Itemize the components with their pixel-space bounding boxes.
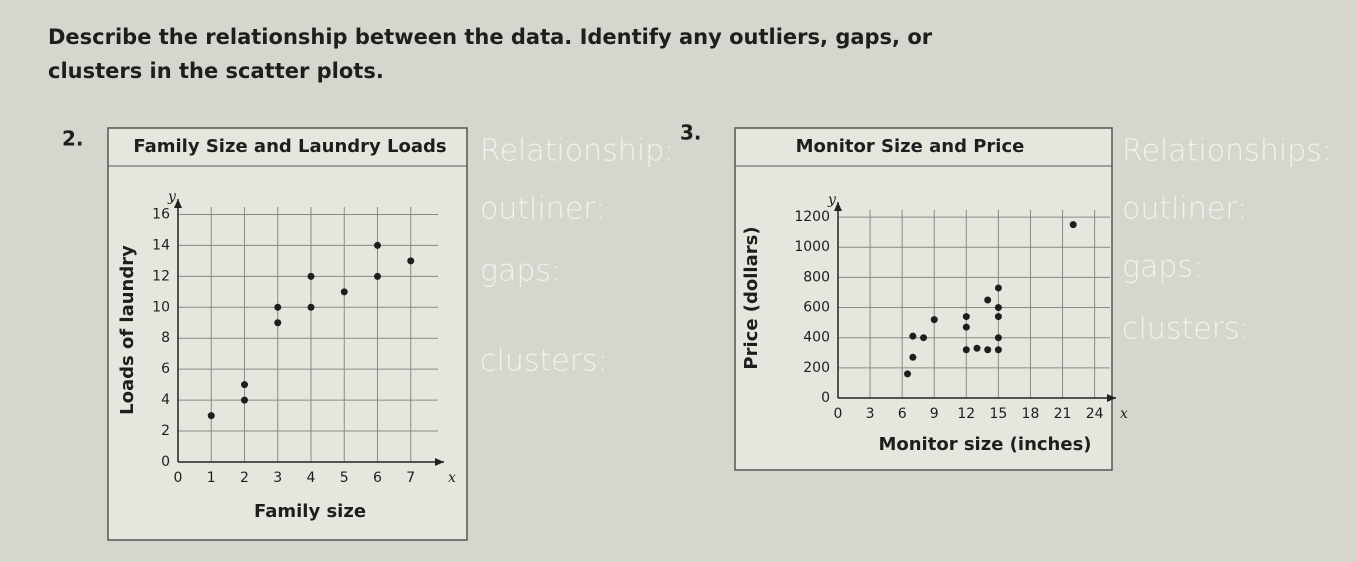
y-arrow (834, 202, 842, 211)
point (994, 346, 1002, 354)
point (904, 370, 911, 378)
problem-number: 3. (680, 121, 702, 145)
chart-title: Family Size and Laundry Loads (133, 136, 446, 157)
y-tick-label: 0 (821, 390, 830, 406)
point (374, 272, 381, 280)
handwritten-note: gaps: (480, 254, 561, 289)
x-tick-label: 9 (930, 406, 939, 422)
x-tick-label: 6 (373, 470, 382, 486)
handwritten-note: outliner: (480, 192, 605, 227)
x-tick-label: 0 (174, 470, 183, 486)
point (374, 241, 381, 249)
handwritten-note: clusters: (480, 344, 608, 379)
x-tick-label: 15 (989, 406, 1007, 422)
y-symbol: y (827, 192, 837, 208)
y-tick-label: 14 (152, 237, 170, 253)
point (909, 332, 917, 340)
y-tick-label: 4 (161, 392, 170, 408)
chart-frame (734, 127, 1113, 471)
y-tick-label: 10 (152, 299, 170, 315)
instructions: clusters in the scatter plots. (48, 59, 384, 83)
x-symbol: x (448, 470, 456, 486)
point (274, 319, 282, 327)
x-tick-label: 3 (273, 470, 282, 486)
point (909, 353, 917, 361)
chart-frame (107, 127, 468, 541)
x-tick-label: 4 (307, 470, 316, 486)
handwritten-note: Relationship: (480, 134, 674, 169)
y-tick-label: 200 (803, 360, 830, 376)
x-tick-label: 2 (240, 470, 249, 486)
handwritten-note: gaps: (1122, 250, 1203, 285)
x-tick-label: 24 (1086, 406, 1104, 422)
x-tick-label: 18 (1022, 406, 1040, 422)
point (307, 303, 315, 311)
x-tick-label: 6 (898, 406, 907, 422)
x-arrow (435, 458, 444, 466)
point (994, 304, 1002, 312)
y-tick-label: 600 (803, 300, 830, 316)
y-tick-label: 800 (803, 269, 830, 285)
y-tick-label: 12 (152, 268, 170, 284)
point (1069, 221, 1077, 229)
point (994, 334, 1002, 342)
point (274, 303, 282, 311)
point (984, 346, 992, 354)
y-axis-label: Loads of laundry (117, 245, 138, 415)
point (962, 323, 970, 331)
point (241, 381, 248, 389)
x-axis-label: Family size (254, 501, 366, 522)
handwritten-note: outliner: (1122, 192, 1247, 227)
y-tick-label: 6 (161, 361, 170, 377)
point (994, 284, 1002, 292)
x-tick-label: 21 (1054, 406, 1072, 422)
handwritten-note: clusters: (1122, 312, 1250, 347)
x-symbol: x (1120, 406, 1128, 422)
x-tick-label: 7 (406, 470, 415, 486)
chart-title: Monitor Size and Price (796, 136, 1025, 157)
point (241, 396, 248, 404)
x-tick-label: 0 (834, 406, 843, 422)
point (973, 344, 981, 352)
x-arrow (1107, 394, 1116, 402)
y-tick-label: 2 (161, 423, 170, 439)
x-tick-label: 5 (340, 470, 349, 486)
instructions: Describe the relationship between the da… (48, 25, 933, 49)
point (207, 412, 215, 420)
handwritten-note: Relationships: (1122, 134, 1332, 169)
y-arrow (174, 199, 182, 208)
point (930, 316, 938, 324)
x-tick-label: 1 (207, 470, 216, 486)
problem-number: 2. (62, 127, 84, 151)
point (307, 272, 315, 280)
y-symbol: y (167, 189, 177, 205)
y-tick-label: 0 (161, 454, 170, 470)
instructions-line: Describe the relationship between the da… (48, 25, 933, 83)
y-axis-label: Price (dollars) (741, 226, 762, 369)
y-tick-label: 400 (803, 330, 830, 346)
y-tick-label: 1000 (794, 239, 830, 255)
point (962, 313, 970, 321)
point (340, 288, 348, 296)
point (984, 296, 992, 304)
point (407, 257, 415, 265)
point (962, 346, 970, 354)
x-axis-label: Monitor size (inches) (878, 434, 1091, 455)
point (994, 313, 1002, 321)
point (920, 334, 928, 342)
y-tick-label: 8 (161, 330, 170, 346)
x-tick-label: 12 (957, 406, 975, 422)
y-tick-label: 1200 (794, 209, 830, 225)
y-tick-label: 16 (152, 206, 170, 222)
x-tick-label: 3 (866, 406, 875, 422)
